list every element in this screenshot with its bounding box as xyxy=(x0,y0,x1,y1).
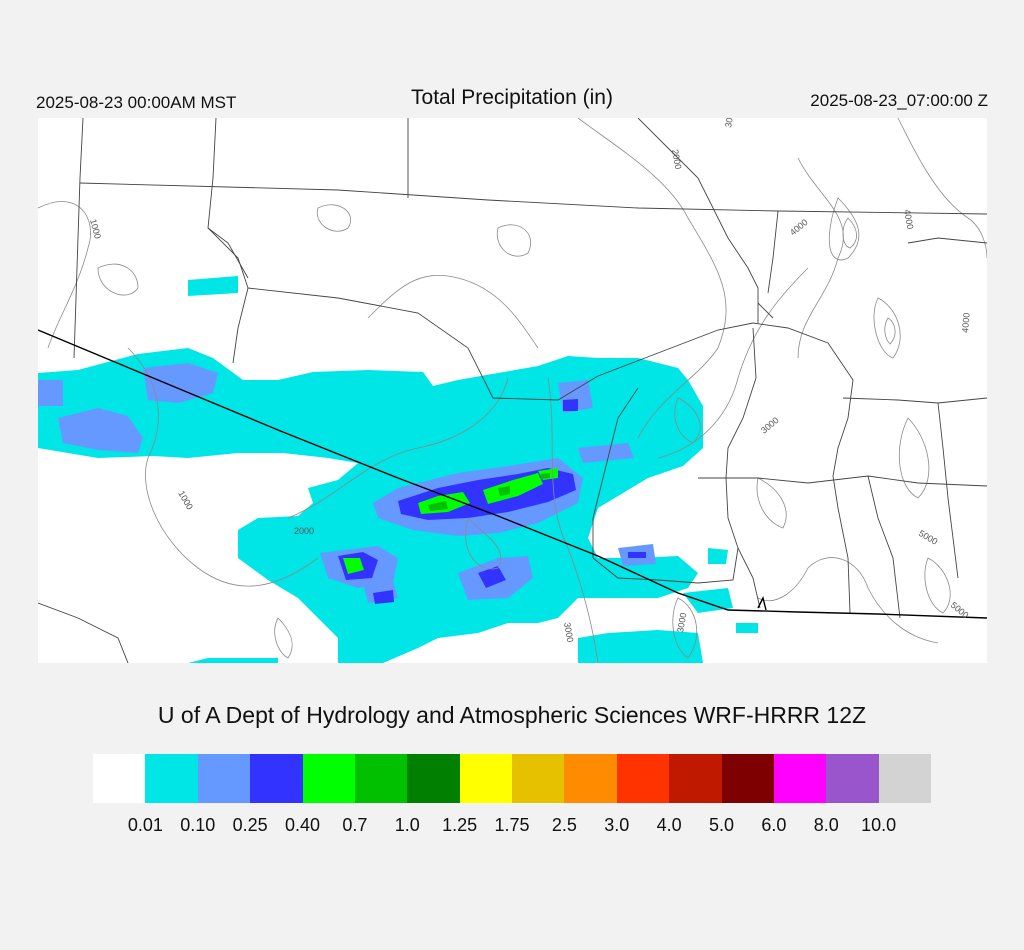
colorbar-swatch xyxy=(354,754,408,803)
colorbar-swatch xyxy=(145,754,198,803)
contour-label: 5000 xyxy=(917,528,939,547)
colorbar-tick-label: 0.7 xyxy=(342,815,368,835)
colorbar-tick-label: 1.25 xyxy=(442,815,478,835)
colorbar-swatch xyxy=(197,754,251,803)
colorbar-tick-label: 5.0 xyxy=(708,815,735,835)
colorbar-swatch xyxy=(721,754,774,803)
colorbar-tick-label: 3.0 xyxy=(604,815,630,835)
colorbar-swatch xyxy=(669,754,722,803)
colorbar-tick-label: 6.0 xyxy=(761,815,787,835)
colorbar-swatch xyxy=(407,754,460,803)
credit-line: U of A Dept of Hydrology and Atmospheric… xyxy=(157,702,867,728)
colorbar-tick-label: 1.75 xyxy=(494,815,530,835)
colorbar-tick-label: 0.40 xyxy=(284,815,321,835)
colorbar-tick-label: 1.0 xyxy=(394,815,420,835)
contour-label: 2000 xyxy=(294,526,314,536)
contour-label: 3000 xyxy=(723,118,736,128)
precipitation-map: 1000 1000 2000 2000 3000 3000 3000 4000 … xyxy=(38,118,987,663)
precipitation-field xyxy=(38,276,758,663)
colorbar-swatch xyxy=(564,754,617,803)
colorbar-swatch xyxy=(878,754,931,803)
colorbar-swatch xyxy=(826,754,879,803)
local-time-label: 2025-08-23 00:00AM MST xyxy=(36,93,237,112)
colorbar-tick-label: 0.10 xyxy=(180,815,216,835)
colorbar-tick-label: 8.0 xyxy=(813,815,839,835)
colorbar-swatch xyxy=(459,754,512,803)
colorbar-labels: 0.01 0.10 0.25 0.40 0.7 1.0 1.25 1.75 2.5 3.0 4.0 5… xyxy=(0,815,1024,839)
colorbar-swatch xyxy=(302,754,355,803)
colorbar-tick-label: 2.5 xyxy=(551,815,577,835)
contour-label: 3000 xyxy=(759,415,781,436)
border-line xyxy=(38,329,987,619)
contour-label: 4000 xyxy=(788,217,810,238)
colorbar-tick-label: 4.0 xyxy=(656,815,682,835)
colorbar-swatch xyxy=(773,754,827,803)
colorbar-swatch xyxy=(616,754,670,803)
boundary-lines xyxy=(38,118,987,663)
contour-label: 4000 xyxy=(960,312,972,333)
colorbar-swatch xyxy=(250,754,303,803)
map-title: Total Precipitation (in) xyxy=(411,86,613,109)
contour-label: 3000 xyxy=(562,622,575,643)
terrain-contours xyxy=(38,118,987,663)
colorbar-tick-label: 10.0 xyxy=(861,815,897,835)
precipitation-colorbar xyxy=(93,754,931,803)
colorbar-tick-label: 0.01 xyxy=(127,815,163,835)
contour-label: 1000 xyxy=(176,489,195,511)
utc-time-label: 2025-08-23_07:00:00 Z xyxy=(810,91,988,110)
contour-label: 2000 xyxy=(670,149,683,170)
contour-label: 3000 xyxy=(675,612,688,633)
colorbar-tick-label: 0.25 xyxy=(232,815,268,835)
colorbar-swatch xyxy=(93,754,146,803)
colorbar-swatch xyxy=(512,754,565,803)
contour-label: 4000 xyxy=(902,209,915,230)
